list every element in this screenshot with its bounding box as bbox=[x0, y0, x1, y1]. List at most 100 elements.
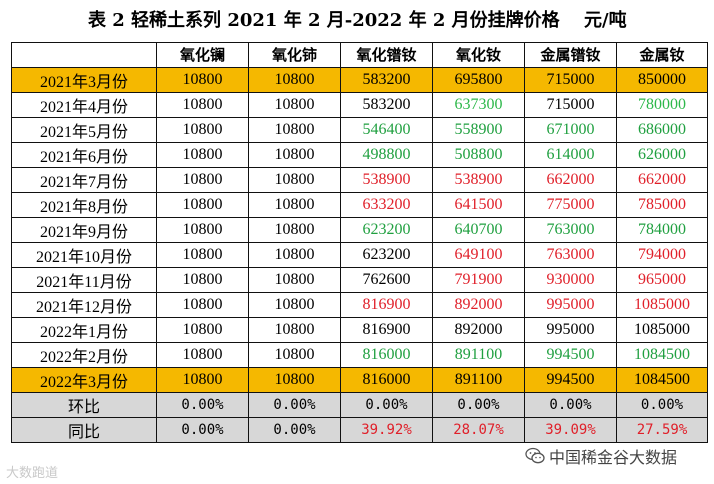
row-label: 2022年3月份 bbox=[11, 366, 157, 393]
value-cell: 0.00% bbox=[156, 391, 249, 418]
value-cell: 891100 bbox=[432, 366, 525, 393]
summary-row: 环比 0.00% 0.00% 0.00% 0.00% 0.00% 0.00% bbox=[11, 391, 708, 418]
table-row: 2021年3月份 10800 10800 583200 695800 715000 8500… bbox=[11, 66, 708, 93]
table-row: 2021年4月份 10800 10800 583200 637300 715000 7800… bbox=[11, 91, 708, 118]
value-cell: 623200 bbox=[340, 241, 433, 268]
value-cell: 583200 bbox=[340, 66, 433, 93]
value-cell: 1085000 bbox=[616, 316, 708, 343]
value-cell: 0.00% bbox=[340, 391, 433, 418]
value-cell: 39.92% bbox=[340, 416, 433, 443]
price-table: 氧化镧 氧化铈 氧化镨钕 氧化钕 金属镨钕 金属钕 2021年3月份 10800 1… bbox=[11, 42, 708, 443]
value-cell: 0.00% bbox=[248, 416, 341, 443]
value-cell: 546400 bbox=[340, 116, 433, 143]
value-cell: 508800 bbox=[432, 141, 525, 168]
row-label: 同比 bbox=[11, 416, 157, 443]
row-label: 2021年8月份 bbox=[11, 191, 157, 218]
row-label: 2021年9月份 bbox=[11, 216, 157, 243]
value-cell: 715000 bbox=[524, 66, 617, 93]
table-body: 2021年3月份 10800 10800 583200 695800 715000 8500… bbox=[11, 66, 708, 443]
value-cell: 10800 bbox=[156, 66, 249, 93]
value-cell: 498800 bbox=[340, 141, 433, 168]
value-cell: 995000 bbox=[524, 291, 617, 318]
value-cell: 662000 bbox=[616, 166, 708, 193]
value-cell: 10800 bbox=[248, 166, 341, 193]
value-cell: 794000 bbox=[616, 241, 708, 268]
value-cell: 816000 bbox=[340, 341, 433, 368]
value-cell: 538900 bbox=[432, 166, 525, 193]
table-row: 2021年7月份 10800 10800 538900 538900 662000 6620… bbox=[11, 166, 708, 193]
value-cell: 0.00% bbox=[248, 391, 341, 418]
value-cell: 538900 bbox=[340, 166, 433, 193]
header-cell: 氧化镨钕 bbox=[340, 42, 433, 68]
value-cell: 816900 bbox=[340, 316, 433, 343]
value-cell: 614000 bbox=[524, 141, 617, 168]
value-cell: 10800 bbox=[248, 66, 341, 93]
row-label: 2022年2月份 bbox=[11, 341, 157, 368]
row-label: 2021年6月份 bbox=[11, 141, 157, 168]
value-cell: 695800 bbox=[432, 66, 525, 93]
watermark-left: 大数跑道 bbox=[6, 462, 58, 481]
value-cell: 28.07% bbox=[432, 416, 525, 443]
table-row: 2022年3月份 10800 10800 816000 891100 994500 1084… bbox=[11, 366, 708, 393]
value-cell: 816000 bbox=[340, 366, 433, 393]
watermark-left-text: 大数跑道 bbox=[6, 466, 59, 481]
row-label: 2021年5月份 bbox=[11, 116, 157, 143]
value-cell: 640700 bbox=[432, 216, 525, 243]
value-cell: 27.59% bbox=[616, 416, 708, 443]
value-cell: 995000 bbox=[524, 316, 617, 343]
value-cell: 10800 bbox=[248, 341, 341, 368]
value-cell: 10800 bbox=[248, 291, 341, 318]
value-cell: 10800 bbox=[156, 141, 249, 168]
header-cell: 氧化铈 bbox=[248, 42, 341, 68]
summary-row: 同比 0.00% 0.00% 39.92% 28.07% 39.09% 27.59% bbox=[11, 416, 708, 443]
value-cell: 816900 bbox=[340, 291, 433, 318]
value-cell: 10800 bbox=[248, 316, 341, 343]
value-cell: 1085000 bbox=[616, 291, 708, 318]
table-row: 2021年12月份 10800 10800 816900 892000 995000 108… bbox=[11, 291, 708, 318]
value-cell: 10800 bbox=[156, 341, 249, 368]
table-row: 2021年8月份 10800 10800 633200 641500 775000 7850… bbox=[11, 191, 708, 218]
row-label: 2021年3月份 bbox=[11, 66, 157, 93]
value-cell: 637300 bbox=[432, 91, 525, 118]
value-cell: 1084500 bbox=[616, 366, 708, 393]
value-cell: 649100 bbox=[432, 241, 525, 268]
header-cell: 氧化钕 bbox=[432, 42, 525, 68]
value-cell: 0.00% bbox=[156, 416, 249, 443]
value-cell: 715000 bbox=[524, 91, 617, 118]
value-cell: 641500 bbox=[432, 191, 525, 218]
header-row: 氧化镧 氧化铈 氧化镨钕 氧化钕 金属镨钕 金属钕 bbox=[11, 42, 708, 68]
value-cell: 10800 bbox=[156, 91, 249, 118]
value-cell: 686000 bbox=[616, 116, 708, 143]
row-label: 2022年1月份 bbox=[11, 316, 157, 343]
value-cell: 10800 bbox=[248, 216, 341, 243]
value-cell: 0.00% bbox=[524, 391, 617, 418]
value-cell: 10800 bbox=[156, 116, 249, 143]
table-row: 2021年10月份 10800 10800 623200 649100 763000 794… bbox=[11, 241, 708, 268]
value-cell: 10800 bbox=[248, 366, 341, 393]
value-cell: 10800 bbox=[248, 91, 341, 118]
value-cell: 785000 bbox=[616, 191, 708, 218]
value-cell: 10800 bbox=[156, 291, 249, 318]
value-cell: 10800 bbox=[248, 116, 341, 143]
value-cell: 775000 bbox=[524, 191, 617, 218]
header-cell bbox=[11, 42, 157, 68]
value-cell: 623200 bbox=[340, 216, 433, 243]
value-cell: 633200 bbox=[340, 191, 433, 218]
value-cell: 10800 bbox=[156, 316, 249, 343]
value-cell: 10800 bbox=[156, 266, 249, 293]
header-cell: 金属镨钕 bbox=[524, 42, 617, 68]
value-cell: 930000 bbox=[524, 266, 617, 293]
row-label: 2021年11月份 bbox=[11, 266, 157, 293]
value-cell: 791900 bbox=[432, 266, 525, 293]
value-cell: 10800 bbox=[156, 241, 249, 268]
unit-label: 元/吨 bbox=[584, 10, 627, 31]
value-cell: 626000 bbox=[616, 141, 708, 168]
value-cell: 891100 bbox=[432, 341, 525, 368]
watermark-right-text: 中国稀金谷大数据 bbox=[549, 448, 678, 467]
value-cell: 763000 bbox=[524, 216, 617, 243]
value-cell: 892000 bbox=[432, 316, 525, 343]
value-cell: 1084500 bbox=[616, 341, 708, 368]
value-cell: 763000 bbox=[524, 241, 617, 268]
value-cell: 10800 bbox=[248, 141, 341, 168]
value-cell: 0.00% bbox=[616, 391, 708, 418]
